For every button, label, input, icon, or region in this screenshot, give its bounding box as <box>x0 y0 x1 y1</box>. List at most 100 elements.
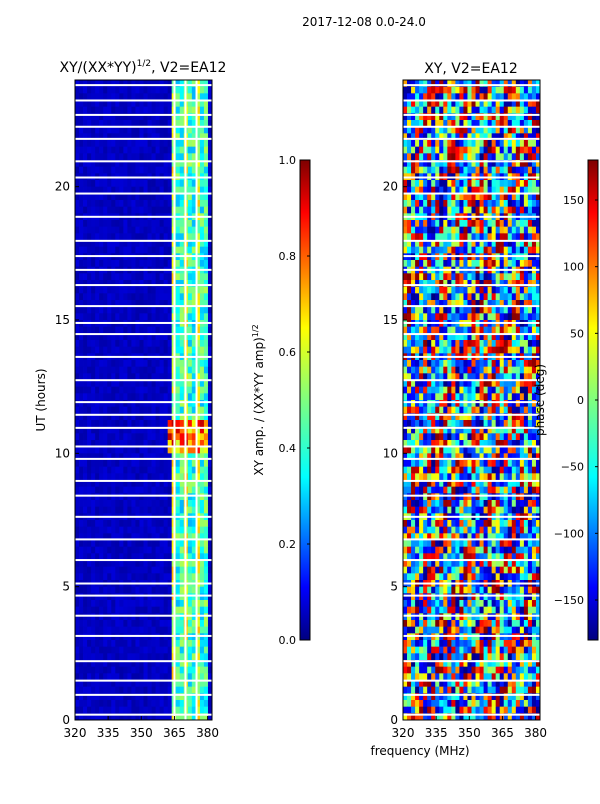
heatmap-cell <box>95 673 99 680</box>
heatmap-cell <box>407 180 411 187</box>
heatmap-cell <box>83 247 87 254</box>
heatmap-cell <box>532 207 536 214</box>
heatmap-cell <box>99 613 103 620</box>
heatmap-cell <box>427 313 431 320</box>
heatmap-cell <box>87 600 91 607</box>
heatmap-cell <box>427 200 431 207</box>
heatmap-cell <box>415 147 419 154</box>
heatmap-cell <box>508 393 512 400</box>
heatmap-cell <box>107 420 111 427</box>
heatmap-cell <box>152 520 156 527</box>
heatmap-cell <box>516 207 520 214</box>
heatmap-cell <box>115 467 119 474</box>
heatmap-cell <box>204 233 208 240</box>
heatmap-cell <box>455 387 459 394</box>
heatmap-cell <box>200 360 204 367</box>
heatmap-cell <box>443 327 447 334</box>
heatmap-cell <box>75 673 79 680</box>
chart1-ylabel: UT (hours) <box>34 368 48 431</box>
heatmap-cell <box>156 367 160 374</box>
heatmap-cell <box>119 327 123 334</box>
heatmap-cell <box>75 420 79 427</box>
heatmap-cell <box>180 560 184 567</box>
heatmap-cell <box>200 107 204 114</box>
heatmap-cell <box>152 387 156 394</box>
heatmap-cell <box>524 287 528 294</box>
heatmap-cell <box>188 347 192 354</box>
heatmap-cell <box>144 673 148 680</box>
heatmap-cell <box>148 700 152 707</box>
heatmap-cell <box>95 207 99 214</box>
heatmap-cell <box>160 600 164 607</box>
heatmap-cell <box>83 420 87 427</box>
heatmap-cell <box>87 593 91 600</box>
data-gap-line <box>75 126 212 128</box>
heatmap-cell <box>75 347 79 354</box>
heatmap-cell <box>455 107 459 114</box>
heatmap-cell <box>419 233 423 240</box>
heatmap-cell <box>160 433 164 440</box>
heatmap-cell <box>431 87 435 94</box>
heatmap-cell <box>103 287 107 294</box>
heatmap-cell <box>407 220 411 227</box>
heatmap-cell <box>528 327 532 334</box>
heatmap-cell <box>99 487 103 494</box>
heatmap-cell <box>139 447 143 454</box>
heatmap-cell <box>168 447 172 454</box>
heatmap-cell <box>144 273 148 280</box>
heatmap-cell <box>164 540 168 547</box>
heatmap-cell <box>200 233 204 240</box>
heatmap-cell <box>488 387 492 394</box>
heatmap-cell <box>103 247 107 254</box>
heatmap-cell <box>504 287 508 294</box>
heatmap-cell <box>180 667 184 674</box>
heatmap-cell <box>111 620 115 627</box>
heatmap-cell <box>107 433 111 440</box>
heatmap-cell <box>127 147 131 154</box>
heatmap-cell <box>447 87 451 94</box>
heatmap-cell <box>123 347 127 354</box>
heatmap-cell <box>488 307 492 314</box>
heatmap-cell <box>131 433 135 440</box>
heatmap-cell <box>148 220 152 227</box>
heatmap-cell <box>423 87 427 94</box>
heatmap-cell <box>111 260 115 267</box>
heatmap-cell <box>443 227 447 234</box>
heatmap-cell <box>508 260 512 267</box>
heatmap-cell <box>480 233 484 240</box>
heatmap-cell <box>459 93 463 100</box>
heatmap-cell <box>164 200 168 207</box>
heatmap-cell <box>512 153 516 160</box>
heatmap-cell <box>516 233 520 240</box>
heatmap-cell <box>103 707 107 714</box>
heatmap-cell <box>144 287 148 294</box>
heatmap-cell <box>160 227 164 234</box>
heatmap-cell <box>99 687 103 694</box>
heatmap-cell <box>115 140 119 147</box>
heatmap-cell <box>107 400 111 407</box>
heatmap-cell <box>160 407 164 414</box>
heatmap-cell <box>168 153 172 160</box>
heatmap-cell <box>103 293 107 300</box>
heatmap-cell <box>447 227 451 234</box>
heatmap-cell <box>119 200 123 207</box>
heatmap-cell <box>139 653 143 660</box>
heatmap-cell <box>95 567 99 574</box>
heatmap-cell <box>99 507 103 514</box>
heatmap-cell <box>148 527 152 534</box>
heatmap-cell <box>95 653 99 660</box>
heatmap-cell <box>496 233 500 240</box>
heatmap-cell <box>160 647 164 654</box>
heatmap-cell <box>492 87 496 94</box>
heatmap-cell <box>87 433 91 440</box>
heatmap-cell <box>79 360 83 367</box>
heatmap-cell <box>463 293 467 300</box>
heatmap-cell <box>148 200 152 207</box>
heatmap-cell <box>512 87 516 94</box>
heatmap-cell <box>144 180 148 187</box>
heatmap-cell <box>435 167 439 174</box>
heatmap-cell <box>431 200 435 207</box>
heatmap-cell <box>75 493 79 500</box>
heatmap-cell <box>532 347 536 354</box>
heatmap-cell <box>79 220 83 227</box>
